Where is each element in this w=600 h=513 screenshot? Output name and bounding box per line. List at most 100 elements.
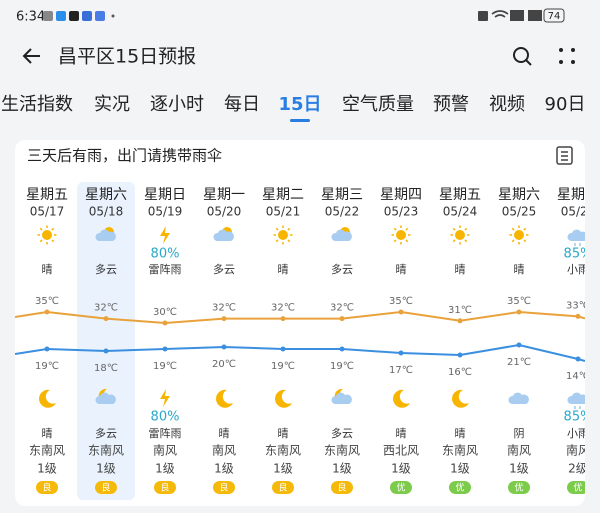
night-weather: 小雨: [567, 427, 589, 440]
low-temp-dot: [103, 348, 109, 354]
tab[interactable]: 实况: [94, 94, 130, 115]
low-temp-dot: [44, 346, 50, 352]
weekday: 星期四: [380, 187, 422, 203]
cloud: [567, 392, 585, 404]
aqi-badge: [567, 481, 585, 494]
rain: [574, 406, 581, 409]
tab[interactable]: 15日: [278, 94, 321, 115]
low-temp-label: 19℃: [153, 361, 177, 372]
tab[interactable]: 视频: [489, 94, 525, 115]
aqi-badge: [390, 481, 412, 494]
ray: [287, 227, 291, 231]
weather-icon: [39, 389, 56, 408]
date: 05/24: [443, 205, 478, 219]
high-temp-label: 31℃: [448, 305, 472, 316]
tab[interactable]: 空气质量: [342, 94, 414, 115]
aqi-label: 优: [573, 482, 582, 494]
high-temp-label: 32℃: [212, 303, 236, 314]
tab[interactable]: 逐小时: [150, 94, 204, 115]
day-weather: 晴: [455, 263, 466, 276]
date: 05/26: [561, 205, 596, 219]
wind: 东南风: [324, 443, 360, 458]
ray: [39, 239, 43, 243]
wind: 东南风: [442, 443, 478, 458]
ray: [523, 227, 527, 231]
ray: [452, 227, 456, 231]
high-temp-dot: [162, 320, 168, 326]
status-time: 6:34: [16, 10, 45, 25]
tab[interactable]: 90日: [545, 94, 586, 115]
day-weather: 多云: [95, 262, 117, 276]
ray: [511, 239, 515, 243]
aqi-badge: [36, 481, 58, 494]
back-button[interactable]: [22, 48, 40, 64]
aqi-badge: [272, 481, 294, 494]
low-temp-dot: [162, 346, 168, 352]
date: 05/18: [89, 205, 124, 219]
ray: [39, 227, 43, 231]
high-temp-dot: [575, 313, 581, 319]
wind-level: 1级: [450, 462, 470, 476]
wind-level: 1级: [273, 462, 293, 476]
sun: [514, 230, 524, 240]
weather-icon: [216, 389, 233, 408]
aqi-badge: [331, 481, 353, 494]
ray: [275, 227, 279, 231]
high-temp-label: 32℃: [330, 303, 354, 314]
aqi-badge: [508, 481, 530, 494]
page-title: 昌平区15日预报: [58, 46, 196, 68]
wind: 南风: [212, 443, 236, 458]
weather-icon: [160, 226, 170, 244]
wind: 南风: [507, 443, 531, 458]
wind-level: 1级: [155, 462, 175, 476]
aqi-badge: [95, 481, 117, 494]
weekday: 星期三: [321, 187, 363, 203]
high-temp-dot: [44, 309, 50, 315]
high-temp-label: 30℃: [153, 307, 177, 318]
weather-icon: [509, 225, 529, 245]
weather-icon: [567, 229, 585, 246]
date: 05/21: [266, 205, 301, 219]
tab[interactable]: 每日: [224, 94, 260, 115]
day-precip: 80%: [151, 247, 180, 262]
more-button[interactable]: [559, 48, 575, 64]
cloud: [331, 392, 352, 404]
weekday: 星期日: [144, 187, 186, 203]
weather-icon: [508, 392, 529, 404]
wind-level: 2级: [568, 462, 588, 476]
weather-icon: [331, 227, 352, 241]
high-temp-dot: [280, 316, 286, 322]
moon: [216, 389, 233, 408]
weekday: 星期五: [439, 187, 481, 203]
weather-icon: [95, 227, 116, 241]
cloud: [95, 229, 116, 241]
wind: 南风: [153, 443, 177, 458]
low-temp-label: 19℃: [35, 361, 59, 372]
day-weather: 多云: [331, 262, 353, 276]
wind: 东南风: [29, 443, 65, 458]
tab[interactable]: 预警: [433, 94, 469, 115]
weather-icon: [273, 225, 293, 245]
cloud: [95, 392, 116, 404]
wind: 南风: [566, 443, 590, 458]
day-weather: 晴: [42, 263, 53, 276]
ray: [452, 239, 456, 243]
wind-level: 1级: [96, 462, 116, 476]
weekday: 星期日: [557, 187, 599, 203]
list-icon[interactable]: [556, 146, 573, 165]
aqi-label: 良: [337, 482, 346, 494]
selected-day: [77, 182, 135, 500]
sun: [396, 230, 406, 240]
date: 05/20: [207, 205, 242, 219]
tab[interactable]: 生活指数: [1, 94, 73, 115]
search-button[interactable]: [513, 47, 532, 66]
aqi-label: 良: [42, 482, 51, 494]
sun: [42, 230, 52, 240]
day-weather: 晴: [278, 263, 289, 276]
wind: 东南风: [265, 443, 301, 458]
weather-icon: [275, 389, 292, 408]
aqi-label: 良: [101, 482, 110, 494]
low-temp-dot: [457, 352, 463, 358]
night-weather: 晴: [278, 427, 289, 440]
ray: [405, 239, 409, 243]
